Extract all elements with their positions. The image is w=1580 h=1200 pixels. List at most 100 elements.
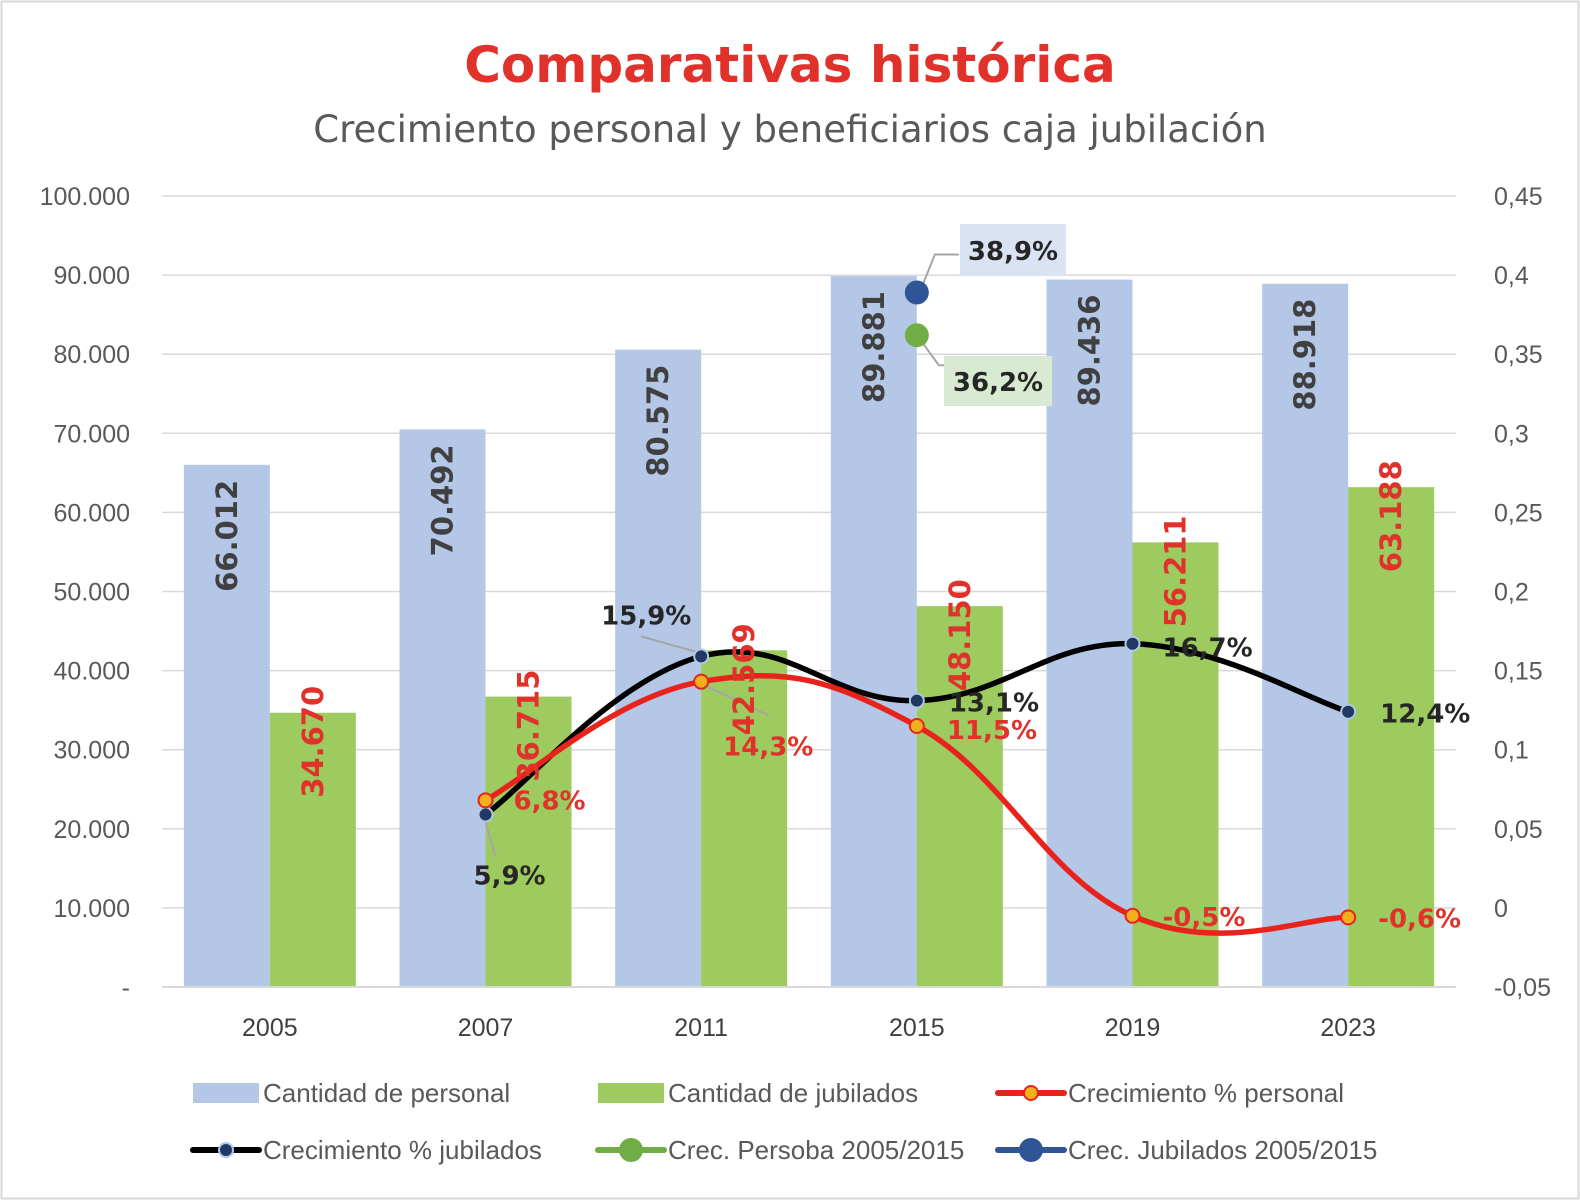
y-right-tick-label: 0,35 — [1494, 341, 1543, 369]
bar — [1046, 279, 1133, 987]
bar — [916, 606, 1003, 987]
chart-title: Comparativas histórica — [464, 36, 1116, 94]
line-marker — [693, 648, 710, 665]
y-right-tick-label: -0,05 — [1494, 974, 1551, 1002]
line-value-label: 5,9% — [474, 862, 546, 892]
legend-swatch — [598, 1083, 664, 1103]
line-value-label: 13,1% — [949, 689, 1039, 719]
y-right-tick-label: 0,4 — [1494, 262, 1529, 290]
bar — [269, 712, 356, 987]
point-value-label: 36,2% — [953, 368, 1043, 398]
lines — [477, 253, 1357, 936]
bar-value-label: 89.436 — [1073, 295, 1107, 407]
point-label-box — [944, 356, 1052, 406]
bar-value-label: 80.575 — [641, 365, 675, 477]
y-right-tick-label: 0,05 — [1494, 816, 1543, 844]
line-marker — [477, 792, 494, 809]
bar-value-label: 66.012 — [210, 480, 244, 592]
line-value-label: 14,3% — [723, 733, 813, 763]
bar-value-label: 63.188 — [1374, 460, 1408, 572]
line-marker — [1340, 703, 1357, 720]
y-right-tick-label: 0 — [1494, 895, 1508, 923]
chart-subtitle: Crecimiento personal y beneficiarios caj… — [313, 108, 1266, 151]
leader-line — [483, 818, 497, 857]
y-right-tick-label: 0,25 — [1494, 499, 1543, 527]
line-marker — [477, 806, 494, 823]
line-value-label: 12,4% — [1380, 700, 1470, 730]
y-left-tick-label: 60.000 — [54, 499, 130, 527]
line-value-label: -0,6% — [1378, 904, 1461, 934]
point-marker — [904, 323, 929, 348]
bar — [701, 650, 788, 987]
bar — [399, 429, 486, 987]
bar — [1348, 487, 1435, 987]
x-tick-label: 2023 — [1320, 1014, 1376, 1042]
point-marker — [904, 280, 929, 305]
legend-marker — [1023, 1085, 1039, 1101]
legend-label: Crec. Persoba 2005/2015 — [668, 1135, 964, 1165]
y-left-tick-label: - — [122, 974, 130, 1002]
bar — [830, 276, 917, 988]
line-marker — [908, 692, 925, 709]
point-label-box — [960, 224, 1066, 276]
bar-value-label: 42.569 — [727, 623, 761, 735]
y-left-tick-label: 20.000 — [54, 816, 130, 844]
x-tick-label: 2005 — [242, 1014, 298, 1042]
axes: - 10.000 20.000 30.000 40.000 50.000 60.000 70.… — [40, 183, 1551, 1042]
line-value-label: 15,9% — [601, 601, 691, 631]
y-right-tick-label: 0,45 — [1494, 183, 1543, 211]
x-tick-label: 2019 — [1105, 1014, 1161, 1042]
bar — [1262, 283, 1349, 987]
bar-value-label: 70.492 — [426, 444, 460, 556]
bar — [485, 696, 572, 987]
legend-label: Cantidad de personal — [263, 1078, 510, 1108]
legend-marker — [1019, 1138, 1043, 1162]
bar-value-label: 36.715 — [512, 670, 546, 782]
legend: Cantidad de personal Cantidad de jubilado… — [190, 1078, 1377, 1165]
data-labels: 66.012 70.492 80.575 89.881 89.436 88.918 34.6… — [210, 224, 1470, 934]
y-left-tick-label: 90.000 — [54, 262, 130, 290]
y-right-tick-label: 0,3 — [1494, 420, 1529, 448]
y-right-tick-label: 0,15 — [1494, 658, 1543, 686]
line-value-label: 6,8% — [514, 786, 586, 816]
line-value-label: 16,7% — [1163, 634, 1253, 664]
bar-value-label: 89.881 — [857, 291, 891, 403]
x-tick-label: 2011 — [674, 1014, 728, 1042]
legend-label: Crecimiento % personal — [1068, 1078, 1344, 1108]
y-left-tick-label: 10.000 — [54, 895, 130, 923]
bar — [1132, 542, 1219, 987]
x-tick-label: 2007 — [458, 1014, 514, 1042]
legend-swatch — [193, 1083, 259, 1103]
y-left-tick-label: 100.000 — [40, 183, 130, 211]
y-right-tick-label: 0,1 — [1494, 737, 1529, 765]
point-value-label: 38,9% — [968, 237, 1058, 267]
y-left-tick-label: 50.000 — [54, 579, 130, 607]
bar-value-label: 48.150 — [943, 579, 977, 691]
line-value-label: -0,5% — [1163, 903, 1246, 933]
bar-value-label: 34.670 — [296, 686, 330, 798]
leader-line — [640, 635, 699, 654]
legend-label: Crecimiento % jubilados — [263, 1135, 542, 1165]
y-left-tick-label: 30.000 — [54, 737, 130, 765]
legend-marker — [218, 1142, 234, 1158]
line-marker — [1340, 909, 1357, 926]
leader-line — [704, 684, 770, 717]
line-marker — [908, 717, 925, 734]
bar-value-label: 88.918 — [1288, 299, 1322, 411]
line-marker — [1124, 907, 1141, 924]
y-right-tick-label: 0,2 — [1494, 579, 1529, 607]
bar — [183, 464, 270, 987]
gridlines — [162, 195, 1456, 909]
bar — [615, 349, 702, 988]
line-value-label: 11,5% — [947, 716, 1037, 746]
bar-value-label: 56.211 — [1159, 515, 1193, 627]
y-left-tick-label: 40.000 — [54, 658, 130, 686]
legend-label: Cantidad de jubilados — [668, 1078, 918, 1108]
y-left-tick-label: 80.000 — [54, 341, 130, 369]
y-left-tick-label: 70.000 — [54, 420, 130, 448]
x-tick-label: 2015 — [889, 1014, 945, 1042]
line-marker — [693, 673, 710, 690]
legend-label: Crec. Jubilados 2005/2015 — [1068, 1135, 1377, 1165]
bars — [183, 276, 1435, 988]
